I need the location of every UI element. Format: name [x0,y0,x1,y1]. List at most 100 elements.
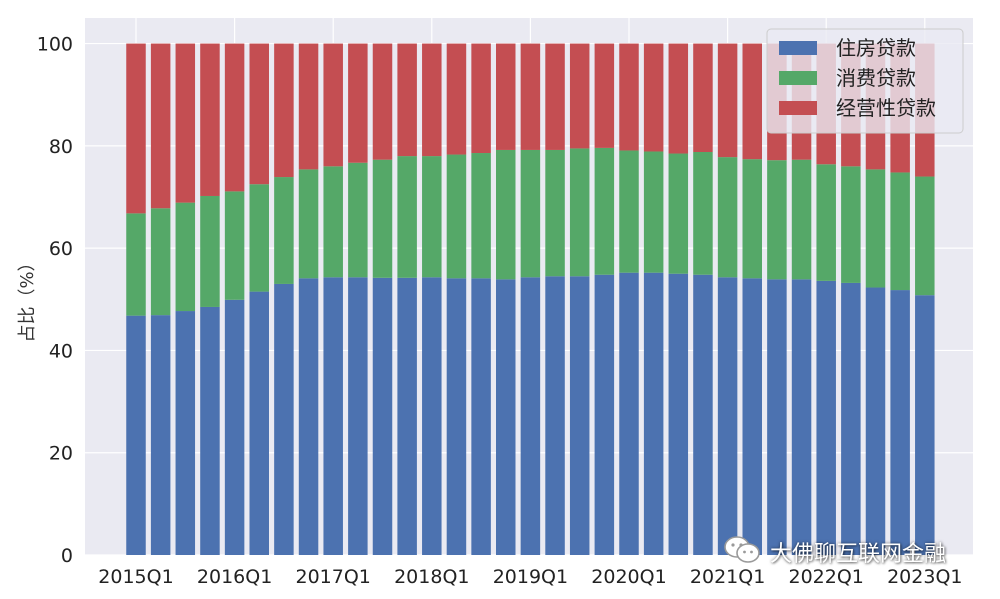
x-tick-label: 2020Q1 [591,566,666,588]
bar-segment-business [520,43,541,150]
bar-segment-consumer [274,177,294,284]
bar-segment-housing [841,282,861,555]
y-tick-label: 60 [49,238,73,260]
bar-segment-housing [298,278,319,555]
bar-segment-consumer [717,157,738,278]
bar-segment-consumer [348,162,368,278]
bar-segment-housing [249,291,269,555]
bar-segment-consumer [496,149,516,280]
bar-segment-consumer [224,191,245,300]
bar-segment-housing [323,277,343,555]
bar-segment-consumer [545,149,565,277]
bar-segment-consumer [742,159,762,279]
bar-segment-business [175,43,196,203]
bar-segment-business [274,43,294,178]
x-axis-ticks: 2015Q1 2016Q1 2017Q1 2018Q1 2019Q1 2020Q1 2021… [98,566,962,588]
bar-segment-business [323,43,343,167]
bar-segment-business [668,43,689,154]
legend-swatch-business [779,101,817,115]
bar-segment-housing [619,272,639,555]
bar-segment-housing [816,280,836,555]
bar-segment-housing [668,273,689,555]
legend-swatch-consumer [779,71,817,85]
bar-segment-housing [175,311,196,555]
bar-segment-housing [545,276,565,555]
bar-segment-business [126,43,146,214]
bar-segment-business [594,43,615,148]
bar-segment-consumer [249,184,269,292]
bar-segment-consumer [471,153,491,279]
bar-segment-housing [865,287,886,555]
bar-segment-business [224,43,245,192]
bar-segment-housing [569,276,590,555]
bar-segment-housing [791,279,812,555]
bar-segment-housing [594,274,615,555]
bar-segment-consumer [150,208,171,316]
y-tick-label: 80 [49,136,73,158]
bar-segment-consumer [126,213,146,316]
bar-segment-consumer [323,166,343,278]
bar-segment-business [397,43,417,157]
legend-label-consumer: 消费贷款 [836,66,916,90]
bar-segment-consumer [446,154,467,279]
x-tick-label: 2021Q1 [690,566,765,588]
bar-segment-business [200,43,220,196]
y-axis-label: 占比（%） [17,253,38,342]
bar-segment-housing [717,277,738,555]
bar-segment-consumer [841,166,861,283]
bar-segment-housing [890,290,910,555]
x-tick-label: 2023Q1 [887,566,962,588]
x-tick-label: 2022Q1 [788,566,863,588]
bar-segment-business [742,43,762,160]
watermark-text: 大佛聊互联网金融 [770,542,947,567]
watermark: 大佛聊互联网金融 [722,535,946,569]
bar-segment-consumer [643,151,664,273]
bar-segment-consumer [693,151,713,275]
bar-segment-business [496,43,516,150]
bar-segment-housing [471,278,491,555]
bar-segment-consumer [915,176,935,296]
bar-segment-housing [693,274,713,555]
bar-segment-business [422,43,442,157]
legend-label-housing: 住房贷款 [836,36,916,60]
bar-segment-housing [348,277,368,555]
bar-segment-consumer [865,169,886,288]
bar-segment-consumer [594,147,615,275]
bar-segment-housing [496,279,516,555]
bar-segment-business [471,43,491,154]
bar-segment-housing [767,279,787,555]
x-tick-label: 2016Q1 [197,566,272,588]
bar-segment-housing [126,315,146,555]
bar-segment-housing [915,295,935,555]
bar-segment-business [545,43,565,150]
bar-segment-consumer [767,160,787,280]
bar-segment-business [717,43,738,158]
y-tick-label: 0 [61,545,73,567]
bar-segment-consumer [569,148,590,277]
y-axis-ticks: 0 20 40 60 80 100 [37,34,73,567]
bar-segment-housing [372,277,393,555]
bar-segment-business [372,43,393,160]
bar-segment-consumer [397,156,417,278]
wechat-icon [722,534,762,570]
bar-segment-housing [446,278,467,555]
bar-segment-housing [520,277,541,555]
bars [126,43,935,555]
bar-segment-business [150,43,171,209]
y-tick-label: 40 [49,340,73,362]
y-tick-label: 20 [49,443,73,465]
bar-segment-business [619,43,639,151]
bar-segment-business [643,43,664,152]
bar-segment-consumer [520,149,541,278]
bar-segment-housing [224,299,245,555]
bar-segment-business [348,43,368,163]
bar-segment-housing [274,283,294,555]
legend-label-business: 经营性贷款 [836,96,936,120]
x-tick-label: 2017Q1 [295,566,370,588]
bar-segment-consumer [816,164,836,281]
bar-segment-consumer [619,150,639,273]
bar-segment-consumer [175,202,196,312]
legend-swatch-housing [779,41,817,55]
